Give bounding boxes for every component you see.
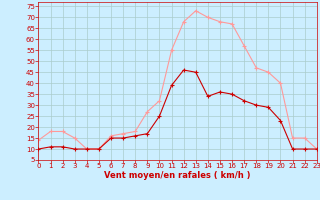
X-axis label: Vent moyen/en rafales ( km/h ): Vent moyen/en rafales ( km/h ) xyxy=(104,171,251,180)
